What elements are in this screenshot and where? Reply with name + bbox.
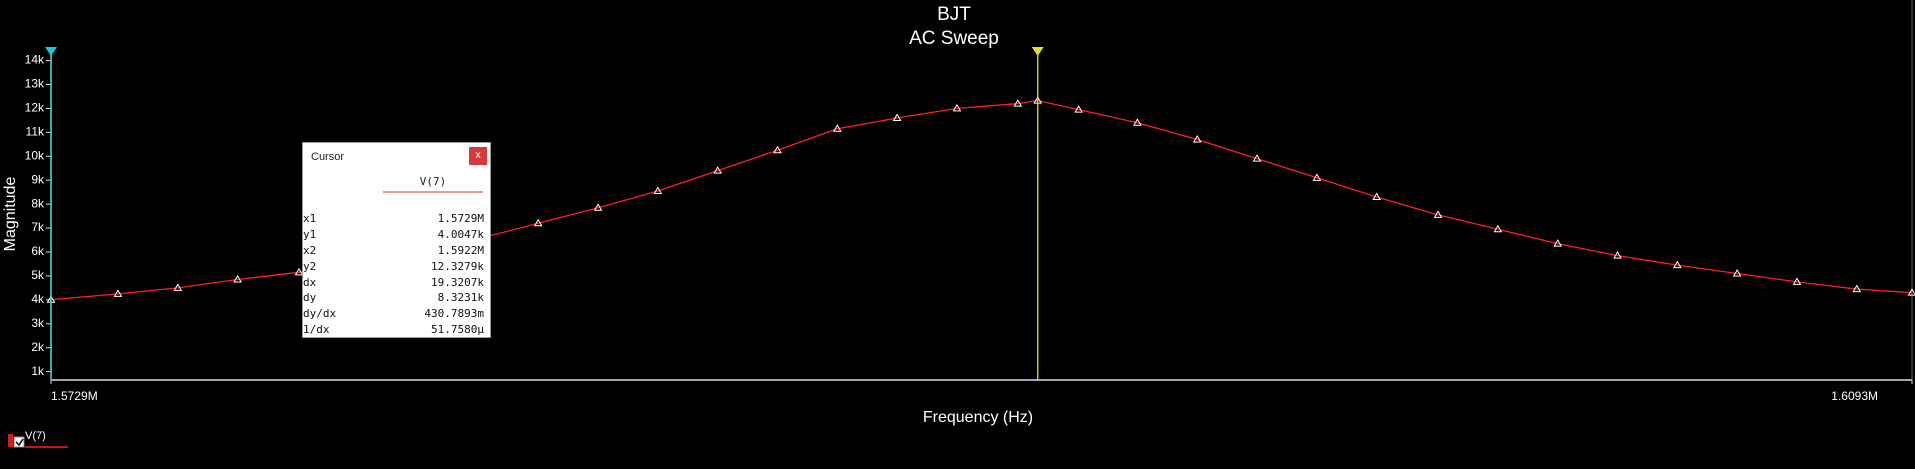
data-point (1074, 105, 1084, 113)
x-tick-label: 1.5729M (51, 389, 98, 403)
data-point (773, 145, 782, 154)
cursor-key: dy (303, 291, 317, 305)
cursor-handle[interactable] (45, 47, 57, 56)
data-point (1907, 288, 1915, 296)
y-tick-label: 8k (31, 196, 45, 210)
data-point (832, 124, 842, 132)
cursor-rows: x1 1.5729M y1 4.0047k x2 1.5922M y2 12.3279k dx 1… (303, 211, 484, 338)
data-point (233, 275, 242, 283)
legend-checkbox[interactable] (13, 436, 25, 448)
cursor-key: dx (303, 275, 317, 289)
cursor-value: 430.7893m (424, 307, 484, 321)
y-tick-label: 7k (31, 220, 45, 234)
cursor-value: 1.5922M (437, 243, 484, 257)
y-tick-label: 11k (26, 125, 45, 139)
cursor-row: y1 4.0047k (303, 227, 484, 243)
data-point (1433, 210, 1443, 218)
cursor-value: 19.3207k (431, 275, 484, 289)
cursor-key: 1/dx (303, 323, 330, 337)
cursor-row: x2 1.5922M (303, 243, 484, 259)
y-tick-label: 2k (31, 340, 45, 354)
data-point (653, 186, 663, 194)
cursor-value: 4.0047k (437, 227, 484, 241)
data-point (1493, 224, 1503, 233)
data-point (1133, 118, 1142, 126)
y-tick-label: 1k (31, 364, 45, 378)
data-point (892, 113, 902, 121)
close-button[interactable]: x (469, 147, 487, 165)
data-point (593, 203, 603, 211)
legend-label: V(7) (25, 430, 46, 442)
data-point (1312, 173, 1322, 181)
data-point (1852, 284, 1862, 293)
cursor-key: x1 (303, 212, 317, 225)
cursor-row: dx 19.3207k (303, 275, 484, 291)
cursor-key: y2 (303, 259, 317, 273)
cursor-value: 51.7580µ (431, 323, 484, 337)
cursor-value: 1.5729M (437, 212, 484, 225)
x-tick-label: 1.6093M (1831, 389, 1878, 403)
data-point (1192, 135, 1202, 143)
y-tick-label: 5k (31, 268, 45, 282)
y-tick-label: 14k (25, 53, 45, 67)
cursor-row: x1 1.5729M (303, 211, 484, 227)
data-point (294, 267, 304, 276)
data-point (1013, 99, 1023, 107)
checkmark (15, 438, 24, 447)
legend-marker (8, 434, 13, 447)
y-tick-label: 13k (25, 77, 45, 91)
cursor-key: x2 (303, 243, 317, 257)
data-point (533, 218, 543, 227)
data-point (173, 283, 183, 291)
x-axis-label: Frequency (Hz) (923, 409, 1033, 426)
data-point (1252, 154, 1262, 162)
y-tick-label: 9k (31, 172, 45, 186)
y-tick-label: 12k (25, 101, 45, 115)
data-point (1553, 239, 1563, 247)
chart-title: BJT (937, 4, 971, 25)
cursor-key: dy/dx (303, 307, 337, 321)
cursor-panel[interactable]: Cursor x V(7) x1 1.5729M y1 4.0047k x2 1.5922… (302, 142, 491, 338)
cursor-value: 12.3279k (431, 259, 484, 273)
data-point (113, 289, 123, 297)
y-axis-label: Magnitude (2, 177, 19, 252)
cursor-row: y2 12.3279k (303, 259, 484, 275)
cursor-row: dy/dx 430.7893m (303, 306, 484, 322)
data-point (713, 166, 723, 174)
cursor-row: dy 8.3231k (303, 290, 484, 306)
data-point (1732, 269, 1742, 277)
cursor-key: y1 (303, 227, 317, 241)
column-header: V(7) (383, 175, 483, 193)
y-tick-label: 6k (31, 244, 45, 258)
y-tick-label: 4k (31, 292, 45, 306)
cursor-handle[interactable] (1031, 47, 1044, 56)
data-point (1613, 251, 1622, 259)
y-tick-label: 3k (31, 316, 45, 330)
chart-subtitle: AC Sweep (909, 28, 999, 49)
data-point (952, 103, 962, 112)
data-point (1672, 260, 1682, 269)
cursor-value: 8.3231k (437, 291, 484, 305)
data-point (1792, 277, 1802, 285)
cursor-row: 1/dx 51.7580µ (303, 322, 484, 338)
data-point (1372, 192, 1382, 200)
y-tick-label: 10k (25, 148, 45, 162)
panel-title: Cursor (311, 151, 345, 163)
